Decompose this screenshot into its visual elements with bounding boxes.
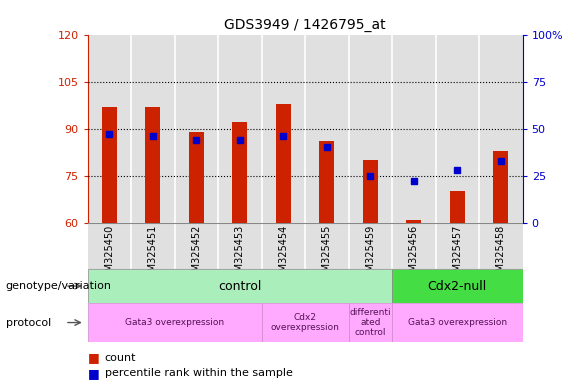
Bar bbox=[218, 35, 262, 223]
Text: GSM325455: GSM325455 bbox=[322, 225, 332, 285]
Bar bbox=[392, 223, 436, 269]
Bar bbox=[436, 223, 479, 269]
Bar bbox=[436, 35, 479, 223]
Bar bbox=[175, 223, 218, 269]
Bar bbox=[349, 35, 392, 223]
Text: GSM325456: GSM325456 bbox=[409, 225, 419, 284]
Text: GSM325458: GSM325458 bbox=[496, 225, 506, 284]
Text: genotype/variation: genotype/variation bbox=[6, 281, 112, 291]
Text: count: count bbox=[105, 353, 136, 363]
Bar bbox=[189, 132, 204, 223]
Bar bbox=[262, 35, 305, 223]
Bar bbox=[349, 303, 392, 342]
Bar bbox=[305, 223, 349, 269]
Text: GSM325453: GSM325453 bbox=[235, 225, 245, 284]
Bar bbox=[131, 223, 175, 269]
Bar bbox=[479, 223, 523, 269]
Bar bbox=[276, 104, 291, 223]
Text: GSM325454: GSM325454 bbox=[279, 225, 288, 284]
Bar bbox=[232, 122, 247, 223]
Bar bbox=[88, 269, 392, 303]
Bar bbox=[88, 303, 262, 342]
Text: GSM325459: GSM325459 bbox=[366, 225, 375, 284]
Text: protocol: protocol bbox=[6, 318, 51, 328]
Text: Gata3 overexpression: Gata3 overexpression bbox=[125, 318, 224, 327]
Bar bbox=[349, 223, 392, 269]
Bar bbox=[479, 35, 523, 223]
Bar bbox=[450, 191, 465, 223]
Bar bbox=[493, 151, 508, 223]
Bar bbox=[363, 160, 378, 223]
Bar bbox=[102, 107, 117, 223]
Text: differenti
ated
control: differenti ated control bbox=[350, 308, 391, 338]
Text: GSM325452: GSM325452 bbox=[192, 225, 201, 285]
Text: percentile rank within the sample: percentile rank within the sample bbox=[105, 368, 293, 378]
Bar bbox=[175, 35, 218, 223]
Bar bbox=[88, 35, 131, 223]
Bar bbox=[131, 35, 175, 223]
Bar bbox=[305, 35, 349, 223]
Text: Cdx2-null: Cdx2-null bbox=[428, 280, 487, 293]
Bar bbox=[262, 223, 305, 269]
Text: GSM325450: GSM325450 bbox=[105, 225, 114, 284]
Text: control: control bbox=[218, 280, 262, 293]
Text: ■: ■ bbox=[88, 351, 99, 364]
Bar bbox=[218, 223, 262, 269]
Bar bbox=[145, 107, 160, 223]
Bar bbox=[392, 303, 523, 342]
Bar bbox=[392, 269, 523, 303]
Bar bbox=[319, 141, 334, 223]
Title: GDS3949 / 1426795_at: GDS3949 / 1426795_at bbox=[224, 18, 386, 32]
Text: ■: ■ bbox=[88, 367, 99, 380]
Text: Gata3 overexpression: Gata3 overexpression bbox=[408, 318, 507, 327]
Bar bbox=[406, 220, 421, 223]
Text: GSM325457: GSM325457 bbox=[453, 225, 462, 285]
Text: GSM325451: GSM325451 bbox=[148, 225, 158, 284]
Text: Cdx2
overexpression: Cdx2 overexpression bbox=[271, 313, 340, 332]
Bar bbox=[88, 223, 131, 269]
Bar bbox=[262, 303, 349, 342]
Bar bbox=[392, 35, 436, 223]
